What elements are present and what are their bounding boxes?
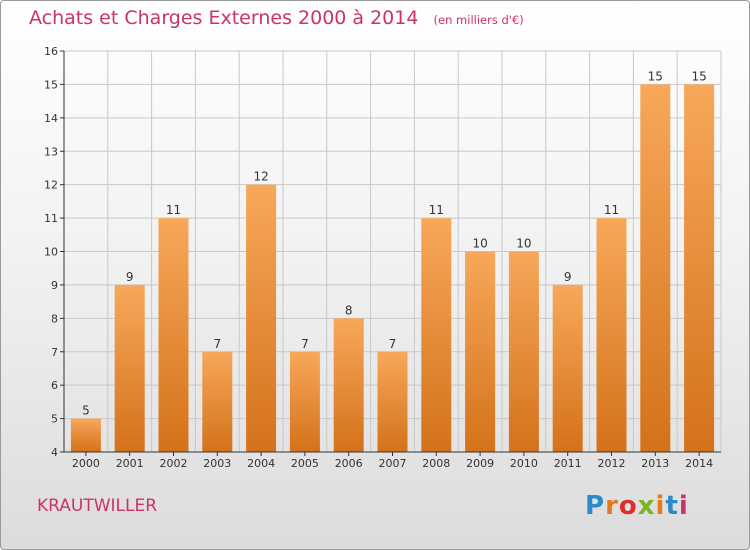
data-label-2004: 12 <box>253 170 268 184</box>
logo-letter: i <box>655 491 666 521</box>
y-tick-label: 10 <box>44 246 58 259</box>
x-tick-label-2003: 2003 <box>203 457 231 470</box>
proxiti-logo[interactable]: Proxiti <box>585 491 689 521</box>
x-tick-label-2010: 2010 <box>510 457 538 470</box>
bar-2003[interactable] <box>202 351 233 452</box>
bar-2007[interactable] <box>377 351 408 452</box>
bar-2004[interactable] <box>246 184 277 452</box>
logo-letter: o <box>618 491 638 521</box>
x-tick-label-2001: 2001 <box>116 457 144 470</box>
data-label-2014: 15 <box>691 69 706 83</box>
chart-title: Achats et Charges Externes 2000 à 2014 (… <box>29 7 524 29</box>
x-tick-label-2008: 2008 <box>422 457 450 470</box>
x-tick-label-2011: 2011 <box>554 457 582 470</box>
data-label-2013: 15 <box>648 69 663 83</box>
x-tick-label-2013: 2013 <box>641 457 669 470</box>
logo-letter: P <box>585 491 606 521</box>
y-tick-label: 6 <box>51 379 58 392</box>
x-tick-label-2006: 2006 <box>335 457 363 470</box>
y-tick-label: 16 <box>44 45 58 58</box>
data-labels: 5 9 11 7 12 7 8 7 11 10 10 9 11 15 15 <box>82 69 707 417</box>
bar-2013[interactable] <box>640 84 671 453</box>
data-label-2003: 7 <box>213 337 221 351</box>
commune-name: KRAUTWILLER <box>37 496 158 516</box>
x-tick-label-2005: 2005 <box>291 457 319 470</box>
logo-letter: i <box>678 491 689 521</box>
data-label-2001: 9 <box>126 270 134 284</box>
bar-2005[interactable] <box>289 351 320 452</box>
y-tick-label: 8 <box>51 312 58 325</box>
chart-unit: (en milliers d'€) <box>433 13 524 27</box>
bar-2009[interactable] <box>465 251 496 453</box>
data-label-2010: 10 <box>516 237 531 251</box>
data-label-2006: 8 <box>345 303 353 317</box>
bar-2014[interactable] <box>684 84 715 453</box>
axes: 4 5 6 7 8 9 10 11 12 13 14 15 16 2000 2001 2002 2003 2004… <box>44 45 721 470</box>
bar-2000[interactable] <box>70 418 101 452</box>
data-label-2007: 7 <box>389 337 397 351</box>
y-tick-label: 5 <box>51 413 58 426</box>
x-tick-label-2014: 2014 <box>685 457 713 470</box>
data-label-2008: 11 <box>429 203 444 217</box>
y-tick-label: 9 <box>51 279 58 292</box>
bar-2012[interactable] <box>596 218 627 452</box>
y-tick-label: 15 <box>44 78 58 91</box>
bar-2008[interactable] <box>421 218 452 452</box>
bar-2006[interactable] <box>333 318 364 452</box>
bar-2001[interactable] <box>114 284 145 452</box>
x-tick-label-2007: 2007 <box>379 457 407 470</box>
x-tick-label-2009: 2009 <box>466 457 494 470</box>
data-label-2012: 11 <box>604 203 619 217</box>
logo-letter: x <box>637 491 656 521</box>
logo-letter: r <box>605 491 619 521</box>
y-tick-label: 4 <box>51 446 58 459</box>
data-label-2005: 7 <box>301 337 309 351</box>
logo-letter: t <box>665 491 679 521</box>
data-label-2011: 9 <box>564 270 572 284</box>
y-tick-label: 7 <box>51 346 58 359</box>
bar-2010[interactable] <box>508 251 539 453</box>
y-tick-label: 12 <box>44 179 58 192</box>
x-tick-label-2000: 2000 <box>72 457 100 470</box>
y-tick-label: 14 <box>44 112 58 125</box>
data-label-2000: 5 <box>82 404 90 418</box>
y-tick-label: 11 <box>44 212 58 225</box>
bars <box>70 84 715 453</box>
bar-2011[interactable] <box>552 284 583 452</box>
bar-2002[interactable] <box>158 218 189 452</box>
x-tick-label-2002: 2002 <box>160 457 188 470</box>
data-label-2002: 11 <box>166 203 181 217</box>
chart-title-text: Achats et Charges Externes 2000 à 2014 <box>29 7 419 29</box>
y-tick-label: 13 <box>44 145 58 158</box>
x-tick-label-2004: 2004 <box>247 457 275 470</box>
data-label-2009: 10 <box>472 237 487 251</box>
x-tick-label-2012: 2012 <box>598 457 626 470</box>
